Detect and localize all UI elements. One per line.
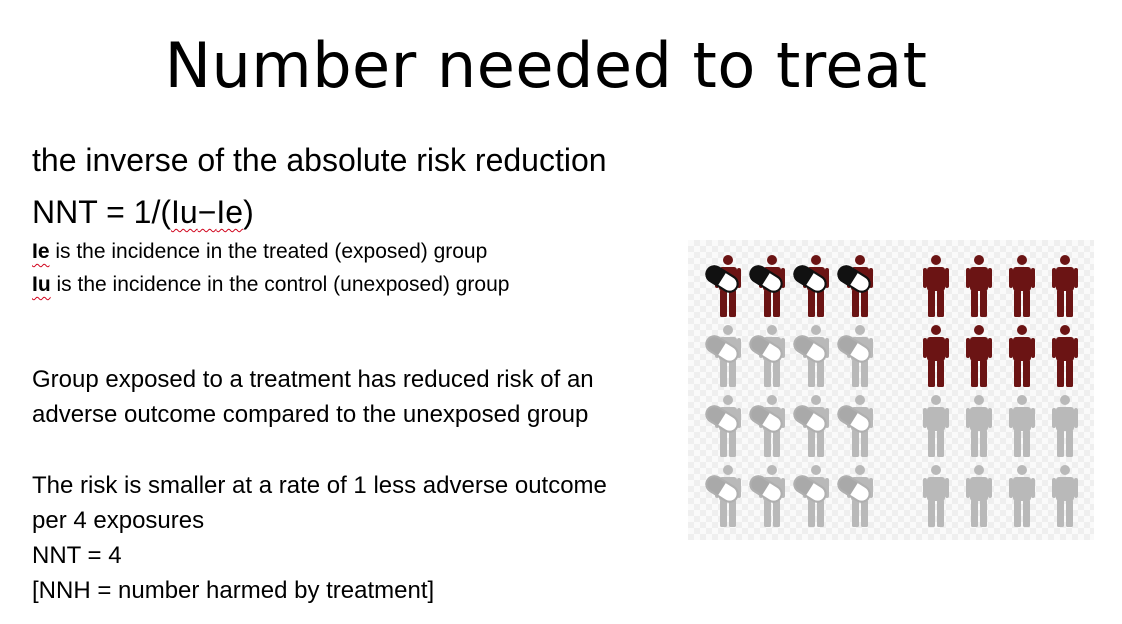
control-figure (966, 255, 992, 317)
control-figure (923, 465, 949, 527)
control-figure (1009, 395, 1035, 457)
control-figure (1052, 255, 1078, 317)
iu-key: Iu (32, 273, 51, 296)
control-figure (966, 325, 992, 387)
treated-figure (793, 325, 829, 387)
nnt-pictogram (688, 240, 1094, 540)
ie-text: is the incidence in the treated (exposed… (49, 240, 488, 263)
control-figure (1052, 325, 1078, 387)
formula-iu-ie: Iu−Ie (171, 194, 243, 230)
ie-key: Ie (32, 240, 50, 263)
treated-figure (793, 465, 829, 527)
formula-suffix: ) (243, 194, 254, 230)
pictogram-figures (705, 255, 1078, 527)
control-figure (1009, 255, 1035, 317)
control-figure (923, 395, 949, 457)
formula-prefix: NNT = 1/( (32, 194, 171, 230)
treated-figure (793, 255, 829, 317)
risk-explanation-line2: adverse outcome compared to the unexpose… (32, 401, 589, 428)
iu-text: is the incidence in the control (unexpos… (50, 273, 510, 296)
rate-line1: The risk is smaller at a rate of 1 less … (32, 472, 607, 499)
control-figure (1009, 465, 1035, 527)
treated-figure (837, 395, 873, 457)
risk-explanation: Group exposed to a treatment has reduced… (32, 362, 682, 432)
control-figure (966, 395, 992, 457)
treated-figure (749, 395, 785, 457)
formula-ie: Ie (216, 194, 244, 230)
control-figure (966, 465, 992, 527)
rate-line2: per 4 exposures (32, 507, 205, 534)
control-figure (923, 255, 949, 317)
formula-iu: Iu (171, 194, 198, 230)
nnt-value: NNT = 4 (32, 542, 122, 569)
control-figure (1052, 395, 1078, 457)
treated-figure (837, 325, 873, 387)
treated-figure (749, 325, 785, 387)
treated-figure (837, 255, 873, 317)
treated-figure (705, 395, 741, 457)
treated-figure (749, 465, 785, 527)
treated-figure (705, 255, 741, 317)
definition-text: the inverse of the absolute risk reducti… (32, 142, 607, 178)
control-figure (1009, 325, 1035, 387)
treated-figure (837, 465, 873, 527)
nnh-note: [NNH = number harmed by treatment] (32, 577, 435, 604)
nnt-formula: NNT = 1/(Iu−Ie) (32, 193, 254, 231)
control-figure (923, 325, 949, 387)
control-figure (1052, 465, 1078, 527)
formula-minus: − (197, 194, 217, 230)
treated-figure (749, 255, 785, 317)
slide-title: Number needed to treat (164, 29, 928, 102)
treated-figure (705, 465, 741, 527)
iu-definition: Iu is the incidence in the control (unex… (32, 271, 509, 299)
treated-figure (793, 395, 829, 457)
ie-definition: Ie is the incidence in the treated (expo… (32, 238, 487, 266)
treated-figure (705, 325, 741, 387)
risk-explanation-line1: Group exposed to a treatment has reduced… (32, 366, 594, 393)
rate-explanation: The risk is smaller at a rate of 1 less … (32, 468, 682, 608)
